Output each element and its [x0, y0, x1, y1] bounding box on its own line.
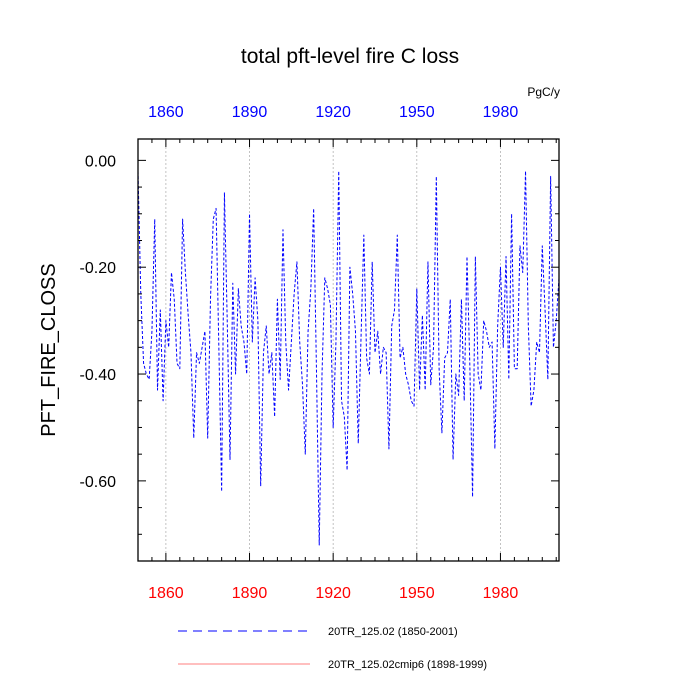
legend-label-2: 20TR_125.02cmip6 (1898-1999)	[328, 659, 487, 671]
y-tick-label: -0.60	[80, 474, 117, 491]
x-tick-label-top: 1860	[148, 104, 184, 121]
plot-frame	[137, 138, 560, 562]
y-tick-label: -0.40	[80, 367, 117, 384]
y-tick-label: -0.20	[80, 260, 117, 277]
x-tick-label-bottom: 1860	[148, 585, 184, 602]
y-axis-label: PFT_FIRE_CLOSS	[38, 263, 60, 436]
x-tick-label-bottom: 1920	[315, 585, 351, 602]
grid	[165, 139, 501, 561]
legend: 20TR_125.02 (1850-2001) 20TR_125.02cmip6 …	[178, 626, 487, 671]
x-tick-label-top: 1980	[483, 104, 519, 121]
units-label: PgC/y	[527, 85, 560, 99]
series-line-1	[137, 170, 560, 546]
legend-label-1: 20TR_125.02 (1850-2001)	[328, 626, 458, 638]
x-tick-label-top: 1890	[232, 104, 268, 121]
chart-title: total pft-level fire C loss	[241, 45, 459, 68]
x-tick-label-top: 1920	[315, 104, 351, 121]
y-tick-label: 0.00	[85, 153, 116, 170]
x-tick-label-bottom: 1980	[483, 585, 519, 602]
x-tick-label-bottom: 1950	[399, 585, 435, 602]
x-tick-label-bottom: 1890	[232, 585, 268, 602]
x-tick-label-top: 1950	[399, 104, 435, 121]
axis-ticks	[137, 139, 559, 562]
axis-labels: 1860 1860 1890 1890 1920 1920 1950 1950 1980 1980…	[80, 104, 519, 602]
series-layer	[137, 170, 560, 546]
